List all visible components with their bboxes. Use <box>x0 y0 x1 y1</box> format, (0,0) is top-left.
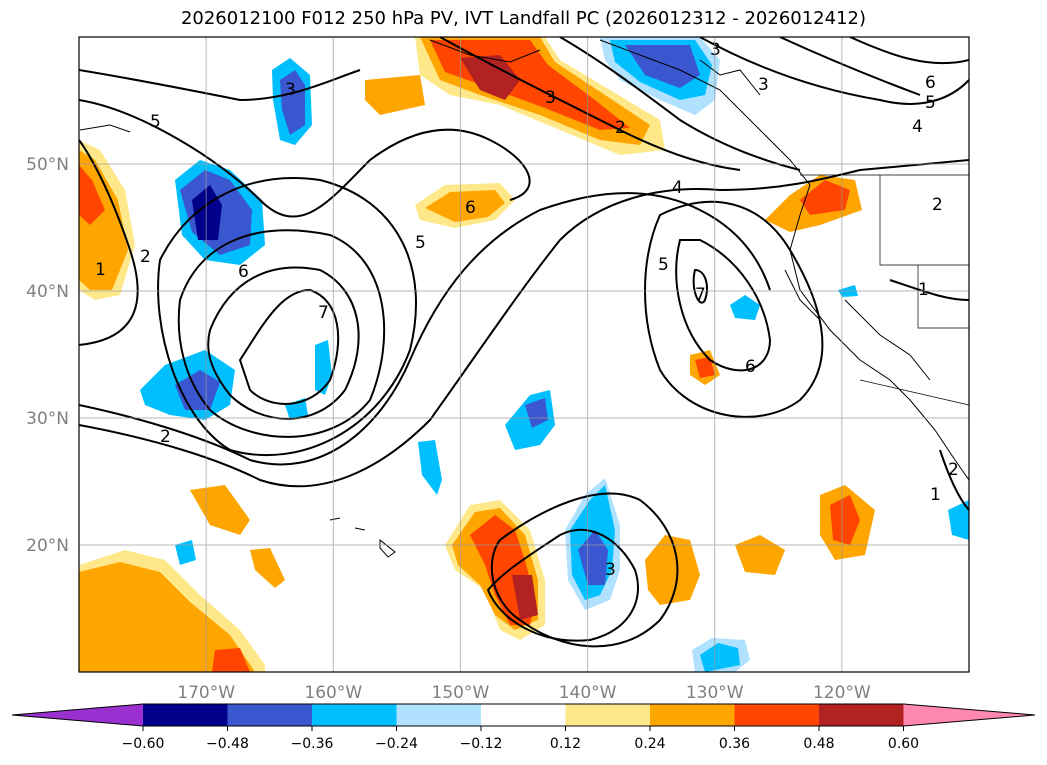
map-frame <box>78 36 970 673</box>
colorbar <box>11 703 1036 727</box>
colorbar-segment <box>312 704 397 726</box>
contour-label: 2 <box>615 118 626 138</box>
lat-tick-label: 30°N <box>26 409 69 429</box>
colorbar-segment <box>143 704 228 726</box>
latitude-labels: 50°N 40°N 30°N 20°N <box>26 155 69 556</box>
lon-tick-label: 130°W <box>686 683 744 703</box>
political-borders <box>800 174 969 406</box>
contour-label: 5 <box>925 93 936 113</box>
colorbar-tick-label: 0.60 <box>888 736 919 752</box>
colorbar-segment <box>396 704 482 726</box>
contour-label: 6 <box>925 73 936 93</box>
colorbar-segment <box>650 704 735 726</box>
contour-label: 7 <box>695 285 706 305</box>
colorbar-segment <box>734 704 820 726</box>
colorbar-segment <box>819 704 904 726</box>
gridlines <box>79 37 969 672</box>
contour-label: 2 <box>948 460 959 480</box>
lat-tick-label: 20°N <box>26 536 69 556</box>
lon-tick-label: 150°W <box>432 683 490 703</box>
lon-tick-label: 160°W <box>304 683 362 703</box>
longitude-labels: 170°W 160°W 150°W 140°W 130°W 120°W <box>177 683 871 703</box>
contour-label: 3 <box>545 88 556 108</box>
chart-title: 2026012100 F012 250 hPa PV, IVT Landfall… <box>180 8 867 29</box>
colorbar-labels: −0.60 −0.48 −0.36 −0.24 −0.12 0.12 0.24 0.36 0.4… <box>122 726 919 752</box>
contour-label: 1 <box>95 260 106 280</box>
colorbar-tick-label: −0.60 <box>122 736 165 752</box>
contour-label: 6 <box>745 357 756 377</box>
contour-label: 3 <box>710 40 721 60</box>
contour-label: 1 <box>918 280 929 300</box>
lat-tick-label: 50°N <box>26 155 69 175</box>
contour-label: 4 <box>912 117 923 137</box>
pv-contours <box>79 37 969 648</box>
lat-tick-label: 40°N <box>26 282 69 302</box>
colorbar-tick-label: −0.12 <box>460 736 503 752</box>
contour-label: 6 <box>465 198 476 218</box>
colorbar-segment <box>227 704 313 726</box>
contour-label: 5 <box>150 112 161 132</box>
colorbar-tick-label: 0.24 <box>634 736 665 752</box>
contour-label: 2 <box>140 247 151 267</box>
colorbar-tick-label: −0.24 <box>375 736 418 752</box>
contour-label: 3 <box>285 80 296 100</box>
colorbar-tick-label: 0.36 <box>719 736 750 752</box>
contour-label: 6 <box>238 262 249 282</box>
contour-label: 2 <box>160 427 171 447</box>
lon-tick-label: 120°W <box>813 683 871 703</box>
contour-label: 1 <box>930 485 941 505</box>
contour-label: 3 <box>605 560 616 580</box>
lon-tick-label: 170°W <box>177 683 235 703</box>
contour-label: 5 <box>658 255 669 275</box>
colorbar-tick-label: −0.48 <box>206 736 249 752</box>
contour-label: 3 <box>758 75 769 95</box>
pc-shading <box>79 37 969 672</box>
contour-label: 2 <box>932 195 943 215</box>
contour-label: 5 <box>415 233 426 253</box>
colorbar-segment <box>565 704 651 726</box>
lon-tick-label: 140°W <box>559 683 617 703</box>
colorbar-extend-high <box>903 704 1035 726</box>
colorbar-tick-label: −0.36 <box>291 736 334 752</box>
colorbar-tick-label: 0.12 <box>550 736 581 752</box>
colorbar-tick-label: 0.48 <box>803 736 834 752</box>
contour-label: 7 <box>318 303 329 323</box>
contour-label: 4 <box>672 178 683 198</box>
colorbar-extend-low <box>12 704 143 726</box>
colorbar-segment <box>481 704 566 726</box>
contour-labels: 3 3 3 2 5 6 5 4 5 7 6 2 1 2 7 6 5 4 2 1 … <box>95 40 959 580</box>
